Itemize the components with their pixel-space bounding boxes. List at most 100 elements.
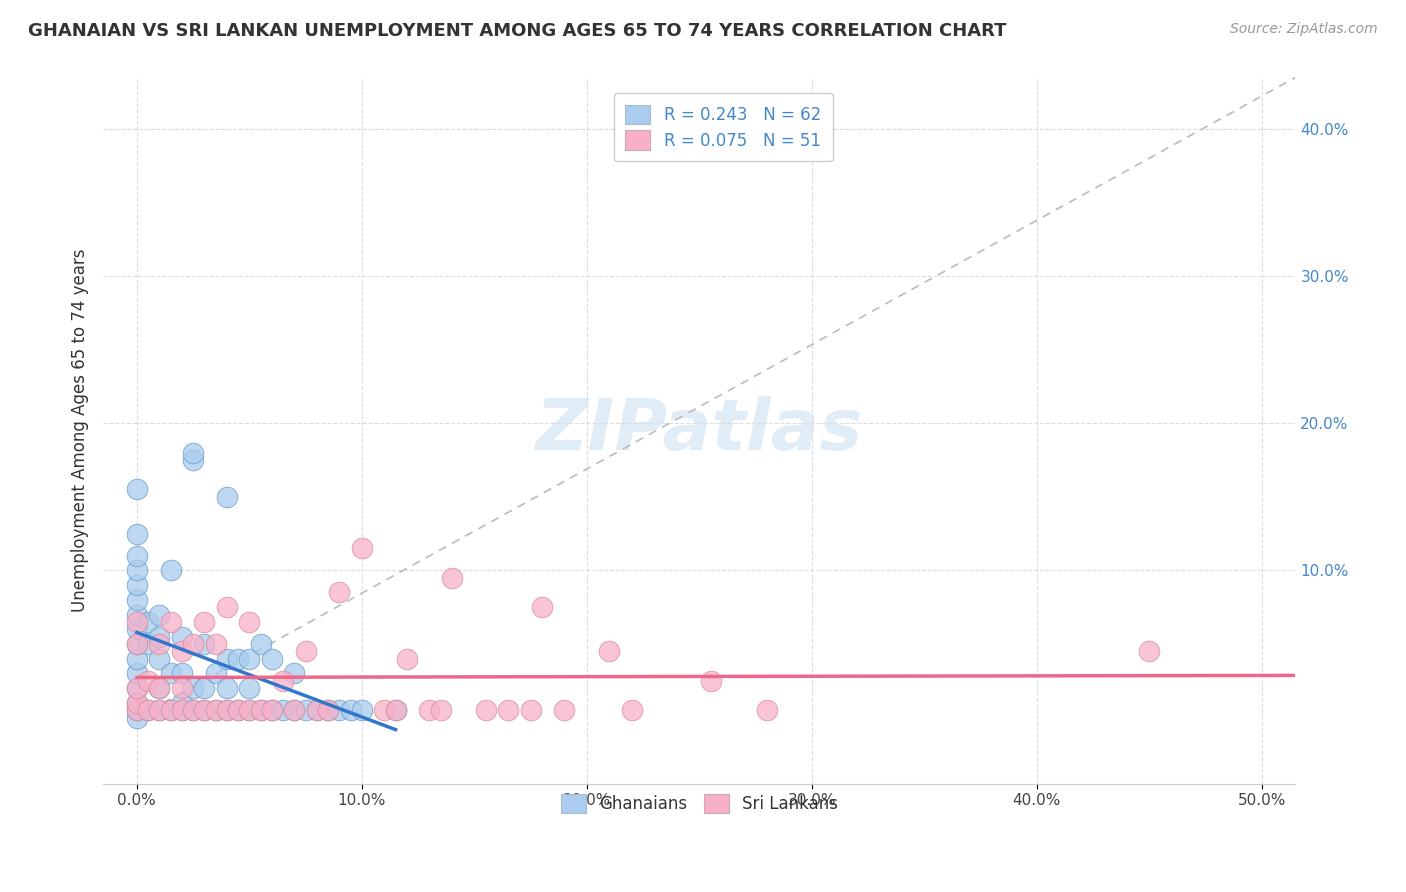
Point bbox=[226, 703, 249, 717]
Point bbox=[125, 696, 148, 710]
Point bbox=[125, 666, 148, 681]
Point bbox=[215, 600, 238, 615]
Point bbox=[1137, 644, 1160, 658]
Point bbox=[215, 651, 238, 665]
Point bbox=[294, 644, 316, 658]
Point bbox=[136, 637, 159, 651]
Point bbox=[553, 703, 575, 717]
Point bbox=[136, 703, 159, 717]
Point bbox=[148, 703, 170, 717]
Point bbox=[238, 615, 260, 629]
Point bbox=[620, 703, 643, 717]
Point bbox=[136, 673, 159, 688]
Point bbox=[136, 703, 159, 717]
Point bbox=[384, 703, 406, 717]
Point bbox=[294, 703, 316, 717]
Point bbox=[260, 703, 283, 717]
Point bbox=[215, 703, 238, 717]
Point bbox=[350, 541, 373, 556]
Point bbox=[316, 703, 339, 717]
Point bbox=[204, 703, 226, 717]
Point bbox=[350, 703, 373, 717]
Point bbox=[148, 651, 170, 665]
Point bbox=[226, 703, 249, 717]
Point bbox=[125, 526, 148, 541]
Text: GHANAIAN VS SRI LANKAN UNEMPLOYMENT AMONG AGES 65 TO 74 YEARS CORRELATION CHART: GHANAIAN VS SRI LANKAN UNEMPLOYMENT AMON… bbox=[28, 22, 1007, 40]
Point bbox=[249, 703, 271, 717]
Point bbox=[496, 703, 519, 717]
Point bbox=[339, 703, 361, 717]
Point bbox=[395, 651, 418, 665]
Point bbox=[215, 490, 238, 504]
Point bbox=[125, 563, 148, 577]
Point bbox=[148, 630, 170, 644]
Point bbox=[215, 681, 238, 695]
Point bbox=[170, 666, 193, 681]
Point bbox=[125, 681, 148, 695]
Point bbox=[148, 637, 170, 651]
Point bbox=[170, 703, 193, 717]
Point bbox=[204, 637, 226, 651]
Point bbox=[170, 644, 193, 658]
Point bbox=[755, 703, 778, 717]
Point bbox=[226, 651, 249, 665]
Point bbox=[328, 585, 350, 599]
Point bbox=[125, 681, 148, 695]
Point bbox=[181, 445, 204, 459]
Point bbox=[530, 600, 553, 615]
Point bbox=[519, 703, 541, 717]
Point bbox=[305, 703, 328, 717]
Point bbox=[170, 696, 193, 710]
Point bbox=[181, 681, 204, 695]
Point bbox=[598, 644, 620, 658]
Point bbox=[193, 703, 215, 717]
Point bbox=[260, 703, 283, 717]
Point bbox=[125, 592, 148, 607]
Point bbox=[181, 703, 204, 717]
Point bbox=[328, 703, 350, 717]
Point bbox=[125, 710, 148, 724]
Point bbox=[170, 630, 193, 644]
Point bbox=[125, 637, 148, 651]
Point bbox=[125, 607, 148, 622]
Point bbox=[125, 483, 148, 497]
Point bbox=[181, 453, 204, 467]
Point bbox=[193, 703, 215, 717]
Point bbox=[159, 703, 181, 717]
Y-axis label: Unemployment Among Ages 65 to 74 years: Unemployment Among Ages 65 to 74 years bbox=[72, 249, 89, 612]
Point bbox=[125, 696, 148, 710]
Point bbox=[125, 549, 148, 563]
Point bbox=[125, 651, 148, 665]
Point bbox=[159, 666, 181, 681]
Point bbox=[170, 703, 193, 717]
Point bbox=[238, 681, 260, 695]
Point bbox=[204, 666, 226, 681]
Point bbox=[316, 703, 339, 717]
Point bbox=[249, 703, 271, 717]
Point bbox=[249, 637, 271, 651]
Text: ZIPatlas: ZIPatlas bbox=[536, 396, 863, 465]
Point bbox=[699, 673, 721, 688]
Point bbox=[181, 637, 204, 651]
Point bbox=[125, 637, 148, 651]
Point bbox=[271, 673, 294, 688]
Point bbox=[125, 703, 148, 717]
Point bbox=[283, 703, 305, 717]
Point bbox=[238, 703, 260, 717]
Point bbox=[418, 703, 440, 717]
Point bbox=[159, 703, 181, 717]
Point bbox=[159, 615, 181, 629]
Point bbox=[193, 615, 215, 629]
Text: Source: ZipAtlas.com: Source: ZipAtlas.com bbox=[1230, 22, 1378, 37]
Point bbox=[170, 681, 193, 695]
Legend: Ghanaians, Sri Lankans: Ghanaians, Sri Lankans bbox=[548, 782, 849, 825]
Point bbox=[305, 703, 328, 717]
Point bbox=[283, 703, 305, 717]
Point bbox=[440, 571, 463, 585]
Point bbox=[283, 666, 305, 681]
Point bbox=[125, 615, 148, 629]
Point bbox=[148, 681, 170, 695]
Point bbox=[260, 651, 283, 665]
Point bbox=[136, 615, 159, 629]
Point bbox=[193, 637, 215, 651]
